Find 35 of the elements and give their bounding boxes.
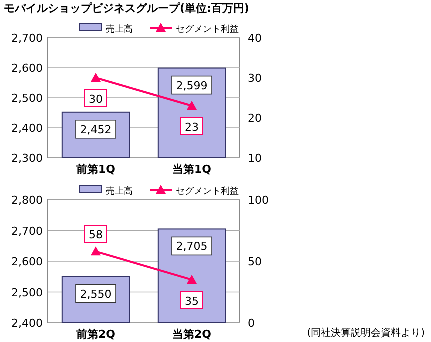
x-tick-label: 当第1Q bbox=[172, 163, 212, 176]
x-tick-label: 前第1Q bbox=[75, 163, 116, 176]
y2-tick-label: 10 bbox=[248, 152, 262, 165]
data-label: 2,705 bbox=[176, 240, 208, 254]
y2-tick-label: 40 bbox=[248, 32, 262, 45]
text: (同社決算説明会資料より) bbox=[307, 327, 426, 339]
data-label: 30 bbox=[89, 93, 103, 106]
y2-tick-label: 100 bbox=[248, 194, 269, 207]
data-label: 2,550 bbox=[80, 288, 112, 301]
y-tick-label: 2,800 bbox=[12, 194, 43, 207]
chart-title: モバイルショップビジネスグループ(単位:百万円) bbox=[4, 2, 250, 15]
y2-tick-label: 0 bbox=[248, 317, 255, 330]
data-label: 2,599 bbox=[176, 79, 208, 92]
legend-label: 売上高 bbox=[106, 186, 133, 197]
data-label: 23 bbox=[185, 121, 199, 134]
data-label: 2,452 bbox=[80, 123, 112, 136]
data-label: 58 bbox=[89, 228, 103, 242]
y-tick-label: 2,600 bbox=[12, 62, 43, 75]
legend-label: セグメント利益 bbox=[176, 24, 239, 35]
data-label: 35 bbox=[185, 294, 199, 308]
y2-tick-label: 20 bbox=[248, 112, 262, 125]
y-tick-label: 2,400 bbox=[12, 317, 43, 330]
x-tick-label: 前第2Q bbox=[75, 328, 116, 341]
y-tick-label: 2,500 bbox=[12, 286, 43, 300]
y-tick-label: 2,600 bbox=[12, 256, 43, 268]
y-tick-label: 2,300 bbox=[12, 152, 43, 165]
legend-label: セグメント利益 bbox=[176, 186, 239, 197]
y2-tick-label: 30 bbox=[248, 72, 262, 85]
y-tick-label: 2,400 bbox=[12, 122, 43, 135]
y-tick-label: 2,500 bbox=[12, 92, 43, 105]
y-tick-label: 2,700 bbox=[12, 32, 43, 45]
legend-label: 売上高 bbox=[106, 24, 133, 35]
y2-tick-label: 50 bbox=[248, 256, 262, 268]
x-tick-label: 当第2Q bbox=[172, 328, 212, 341]
y-tick-label: 2,700 bbox=[12, 224, 43, 238]
